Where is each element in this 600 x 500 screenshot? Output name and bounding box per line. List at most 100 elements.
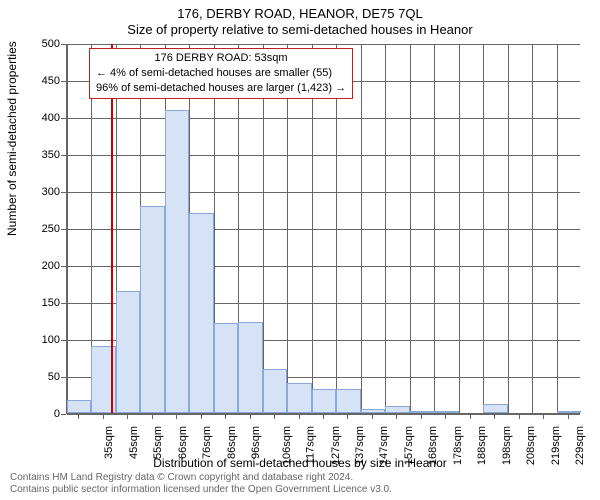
x-tick-label: 198sqm xyxy=(501,426,513,465)
x-tick-mark xyxy=(323,414,324,419)
x-tick-label: 219sqm xyxy=(550,426,562,465)
x-tick-mark xyxy=(543,414,544,419)
y-tick-mark xyxy=(61,303,66,304)
x-tick-label: 117sqm xyxy=(304,426,316,464)
x-tick-label: 157sqm xyxy=(403,426,415,465)
x-tick-mark xyxy=(372,414,373,419)
histogram-bar xyxy=(483,404,507,413)
x-tick-label: 106sqm xyxy=(281,426,293,465)
histogram-bar xyxy=(238,322,262,413)
y-tick-label: 200 xyxy=(20,260,60,272)
info-line-3: 96% of semi-detached houses are larger (… xyxy=(96,81,346,96)
y-tick-label: 100 xyxy=(20,334,60,346)
y-tick-label: 350 xyxy=(20,149,60,161)
histogram-bar xyxy=(263,369,287,413)
histogram-bar xyxy=(557,411,581,413)
x-tick-mark xyxy=(299,414,300,419)
x-tick-mark xyxy=(274,414,275,419)
gridline-v xyxy=(361,44,362,413)
histogram-bar xyxy=(336,389,360,413)
x-tick-label: 127sqm xyxy=(330,426,342,465)
x-tick-mark xyxy=(127,414,128,419)
gridline-v xyxy=(336,44,337,413)
x-tick-label: 35sqm xyxy=(103,426,115,459)
x-tick-label: 96sqm xyxy=(250,426,262,459)
y-tick-label: 500 xyxy=(20,38,60,50)
chart-container: 176, DERBY ROAD, HEANOR, DE75 7QL Size o… xyxy=(0,0,600,500)
x-tick-label: 45sqm xyxy=(128,426,140,459)
x-tick-label: 178sqm xyxy=(452,426,464,465)
y-tick-label: 400 xyxy=(20,112,60,124)
histogram-bar xyxy=(312,389,336,413)
x-tick-label: 208sqm xyxy=(525,426,537,465)
histogram-bar xyxy=(67,400,91,413)
gridline-v xyxy=(287,44,288,413)
gridline-h xyxy=(67,155,580,156)
gridline-v xyxy=(410,44,411,413)
histogram-bar xyxy=(189,213,213,413)
y-tick-label: 300 xyxy=(20,186,60,198)
x-tick-label: 147sqm xyxy=(379,426,391,465)
x-tick-mark xyxy=(396,414,397,419)
x-tick-mark xyxy=(421,414,422,419)
info-line-1: 176 DERBY ROAD: 53sqm xyxy=(96,51,346,66)
y-tick-label: 0 xyxy=(20,408,60,420)
histogram-bar xyxy=(385,406,409,413)
y-tick-mark xyxy=(61,155,66,156)
x-tick-mark xyxy=(568,414,569,419)
histogram-bar xyxy=(410,411,434,413)
y-tick-label: 250 xyxy=(20,223,60,235)
x-tick-mark xyxy=(201,414,202,419)
chart-title-main: 176, DERBY ROAD, HEANOR, DE75 7QL xyxy=(0,6,600,21)
histogram-bar xyxy=(287,383,311,413)
x-tick-label: 76sqm xyxy=(201,426,213,459)
y-tick-mark xyxy=(61,81,66,82)
x-tick-mark xyxy=(250,414,251,419)
y-tick-mark xyxy=(61,340,66,341)
histogram-bar xyxy=(434,411,458,413)
y-tick-mark xyxy=(61,44,66,45)
histogram-bar xyxy=(165,110,189,413)
marker-line xyxy=(111,44,113,413)
y-tick-label: 150 xyxy=(20,297,60,309)
x-tick-label: 188sqm xyxy=(477,426,489,465)
info-line-2: ← 4% of semi-detached houses are smaller… xyxy=(96,66,346,81)
gridline-h xyxy=(67,192,580,193)
gridline-v xyxy=(312,44,313,413)
gridline-v xyxy=(263,44,264,413)
x-tick-label: 137sqm xyxy=(354,426,366,465)
y-tick-mark xyxy=(61,229,66,230)
gridline-h xyxy=(67,44,580,45)
x-tick-label: 86sqm xyxy=(226,426,238,459)
y-tick-label: 50 xyxy=(20,371,60,383)
histogram-bar xyxy=(361,409,385,413)
y-tick-label: 450 xyxy=(20,75,60,87)
x-tick-label: 229sqm xyxy=(574,426,586,465)
footer-line-1: Contains HM Land Registry data © Crown c… xyxy=(10,472,392,484)
gridline-v xyxy=(459,44,460,413)
gridline-v xyxy=(557,44,558,413)
gridline-v xyxy=(483,44,484,413)
x-tick-mark xyxy=(470,414,471,419)
y-tick-mark xyxy=(61,414,66,415)
x-tick-mark xyxy=(152,414,153,419)
y-tick-mark xyxy=(61,377,66,378)
x-tick-label: 168sqm xyxy=(428,426,440,465)
histogram-bar xyxy=(140,206,164,413)
x-tick-mark xyxy=(347,414,348,419)
y-tick-mark xyxy=(61,192,66,193)
y-tick-mark xyxy=(61,266,66,267)
x-tick-mark xyxy=(103,414,104,419)
gridline-v xyxy=(67,44,68,413)
x-tick-mark xyxy=(225,414,226,419)
histogram-bar xyxy=(214,323,238,413)
gridline-v xyxy=(532,44,533,413)
chart-title-sub: Size of property relative to semi-detach… xyxy=(0,22,600,37)
gridline-v xyxy=(508,44,509,413)
x-tick-mark xyxy=(494,414,495,419)
y-tick-mark xyxy=(61,118,66,119)
x-tick-mark xyxy=(176,414,177,419)
x-tick-label: 55sqm xyxy=(152,426,164,459)
footer-text: Contains HM Land Registry data © Crown c… xyxy=(10,472,392,496)
gridline-v xyxy=(385,44,386,413)
